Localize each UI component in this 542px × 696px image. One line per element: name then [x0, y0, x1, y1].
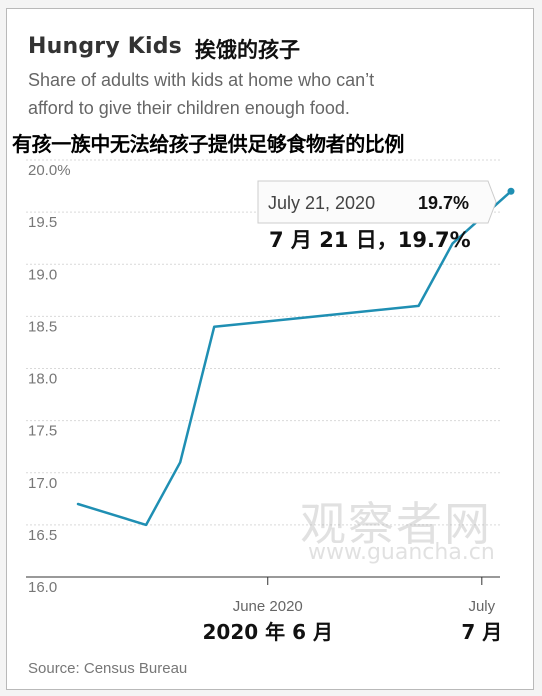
chart-title-zh: 挨饿的孩子 — [195, 38, 300, 62]
chart-title: Hungry Kids — [28, 34, 182, 59]
chart-card — [6, 8, 534, 690]
annotation-zh: 7 月 21 日，19.7% — [269, 228, 471, 252]
x-tick-label-zh: 7 月 — [461, 620, 502, 644]
tooltip-value: 19.7% — [418, 193, 469, 213]
watermark: 观察者网 — [300, 497, 492, 551]
y-tick-label: 16.0 — [28, 579, 57, 596]
highlight-point — [507, 187, 515, 195]
series-line — [76, 190, 513, 527]
source-note: Source: Census Bureau — [28, 660, 188, 677]
tooltip-box — [257, 180, 497, 224]
tooltip-date: July 21, 2020 — [268, 193, 375, 213]
x-tick-label: June 2020 — [233, 598, 303, 615]
y-tick-label: 19.5 — [28, 214, 57, 231]
y-tick-label: 17.5 — [28, 423, 57, 440]
y-tick-label: 17.0 — [28, 475, 57, 492]
y-tick-label: 16.5 — [28, 527, 57, 544]
chart-subtitle-line-2: afford to give their children enough foo… — [28, 98, 350, 118]
y-tick-label: 20.0% — [28, 162, 71, 179]
y-tick-label: 19.0 — [28, 266, 57, 283]
y-tick-label: 18.5 — [28, 318, 57, 335]
watermark-url: www.guancha.cn — [308, 540, 495, 565]
y-tick-label: 18.0 — [28, 371, 57, 388]
chart-subtitle-zh: 有孩一族中无法给孩子提供足够食物者的比例 — [12, 132, 404, 156]
x-tick-label-zh: 2020 年 6 月 — [203, 620, 333, 644]
x-tick-label: July — [468, 598, 495, 615]
chart-subtitle-line-1: Share of adults with kids at home who ca… — [28, 70, 375, 90]
